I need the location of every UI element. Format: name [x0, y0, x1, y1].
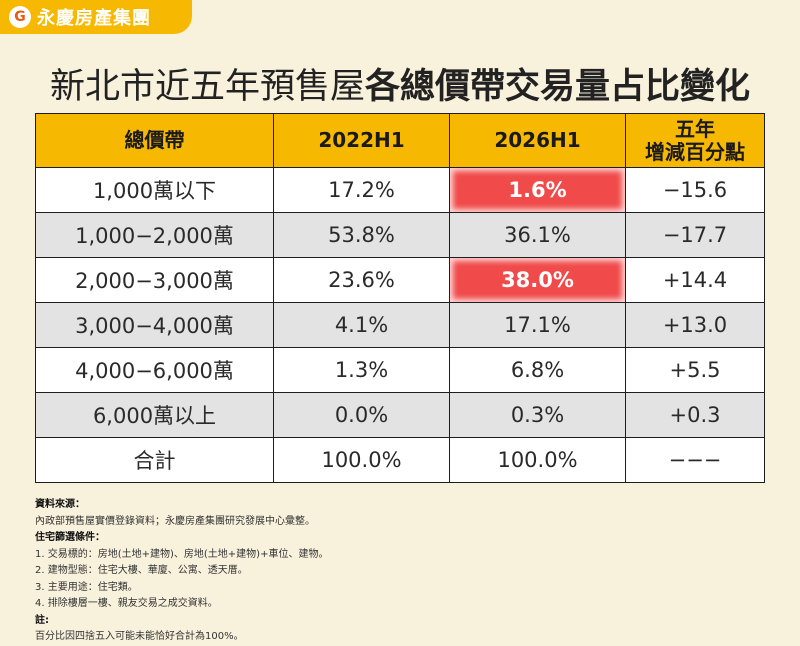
- cell-2022h1: 1.3%: [273, 347, 450, 393]
- header-2026h1: 2026H1: [449, 113, 626, 168]
- header-change: 五年 增減百分點: [625, 113, 765, 168]
- title-part-1: 新北市近五年預售屋: [49, 67, 365, 107]
- table-row: 3,000−4,000萬 4.1% 17.1% +13.0: [35, 302, 765, 348]
- cell-2026h1: 100.0%: [449, 437, 626, 483]
- cell-2026h1: 0.3%: [449, 392, 626, 438]
- source-heading: 資料來源：: [35, 499, 85, 510]
- cell-2022h1: 4.1%: [273, 302, 450, 348]
- cell-2026h1: 38.0%: [449, 257, 626, 303]
- table-row: 4,000−6,000萬 1.3% 6.8% +5.5: [35, 347, 765, 393]
- cell-change: +13.0: [625, 302, 765, 348]
- cell-change: −−−: [625, 437, 765, 483]
- note-heading: 註:: [35, 614, 49, 626]
- cell-2026h1: 17.1%: [449, 302, 626, 348]
- cell-2026h1: 36.1%: [449, 212, 626, 258]
- criteria-heading: 住宅篩選條件：: [35, 532, 105, 543]
- cell-change: +0.3: [625, 392, 765, 438]
- cell-price-band: 3,000−4,000萬: [35, 302, 274, 348]
- table-row: 6,000萬以上 0.0% 0.3% +0.3: [35, 392, 765, 438]
- table-row: 2,000−3,000萬 23.6% 38.0% +14.4: [35, 257, 765, 303]
- source-text: 內政部預售屋實價登錄資料；永慶房產集團研究發展中心彙整。: [35, 515, 315, 527]
- criteria-item: 3. 主要用途：住宅類。: [35, 581, 138, 593]
- notes: 資料來源： 內政部預售屋實價登錄資料；永慶房產集團研究發展中心彙整。 住宅篩選條…: [35, 497, 328, 646]
- cell-price-band: 2,000−3,000萬: [35, 257, 274, 303]
- cell-2022h1: 0.0%: [273, 392, 450, 438]
- table-row: 1,000萬以下 17.2% 1.6% −15.6: [35, 167, 765, 213]
- price-band-table: 總價帶 2022H1 2026H1 五年 增減百分點 1,000萬以下 17.2% 1…: [35, 113, 765, 483]
- header-change-line-1: 五年: [675, 116, 715, 141]
- cell-change: +5.5: [625, 347, 765, 393]
- criteria-item: 2. 建物型態：住宅大樓、華廈、公寓、透天厝。: [35, 565, 248, 576]
- criteria-item: 4. 排除樓層一樓、親友交易之成交資料。: [35, 598, 218, 609]
- table-row: 合計 100.0% 100.0% −−−: [35, 437, 765, 483]
- note-text: 百分比因四捨五入可能未能恰好合計為100%。: [35, 631, 244, 642]
- cell-2022h1: 17.2%: [273, 167, 450, 213]
- table-header-row: 總價帶 2022H1 2026H1 五年 增減百分點: [35, 113, 765, 168]
- cell-change: −15.6: [625, 167, 765, 213]
- header-change-line-2: 增減百分點: [645, 139, 745, 164]
- cell-2022h1: 100.0%: [273, 437, 450, 483]
- cell-change: +14.4: [625, 257, 765, 303]
- cell-price-band: 6,000萬以上: [35, 392, 274, 438]
- page-title: 新北市近五年預售屋各總價帶交易量占比變化: [0, 58, 800, 109]
- cell-2026h1: 6.8%: [449, 347, 626, 393]
- cell-price-band: 合計: [35, 437, 274, 483]
- table-row: 1,000−2,000萬 53.8% 36.1% −17.7: [35, 212, 765, 258]
- cell-2022h1: 53.8%: [273, 212, 450, 258]
- cell-2026h1: 1.6%: [449, 167, 626, 213]
- brand-logo-icon: G: [9, 6, 31, 28]
- cell-2022h1: 23.6%: [273, 257, 450, 303]
- brand-name: 永慶房產集團: [37, 8, 151, 29]
- cell-change: −17.7: [625, 212, 765, 258]
- cell-price-band: 1,000−2,000萬: [35, 212, 274, 258]
- header-price-band: 總價帶: [35, 113, 274, 168]
- title-part-2: 各總價帶交易量占比變化: [365, 67, 751, 107]
- cell-price-band: 4,000−6,000萬: [35, 347, 274, 393]
- cell-price-band: 1,000萬以下: [35, 167, 274, 213]
- brand-banner: G 永慶房產集團: [0, 0, 192, 34]
- header-2022h1: 2022H1: [273, 113, 450, 168]
- criteria-item: 1. 交易標的：房地(土地+建物)、房地(土地+建物)+車位、建物。: [35, 548, 329, 560]
